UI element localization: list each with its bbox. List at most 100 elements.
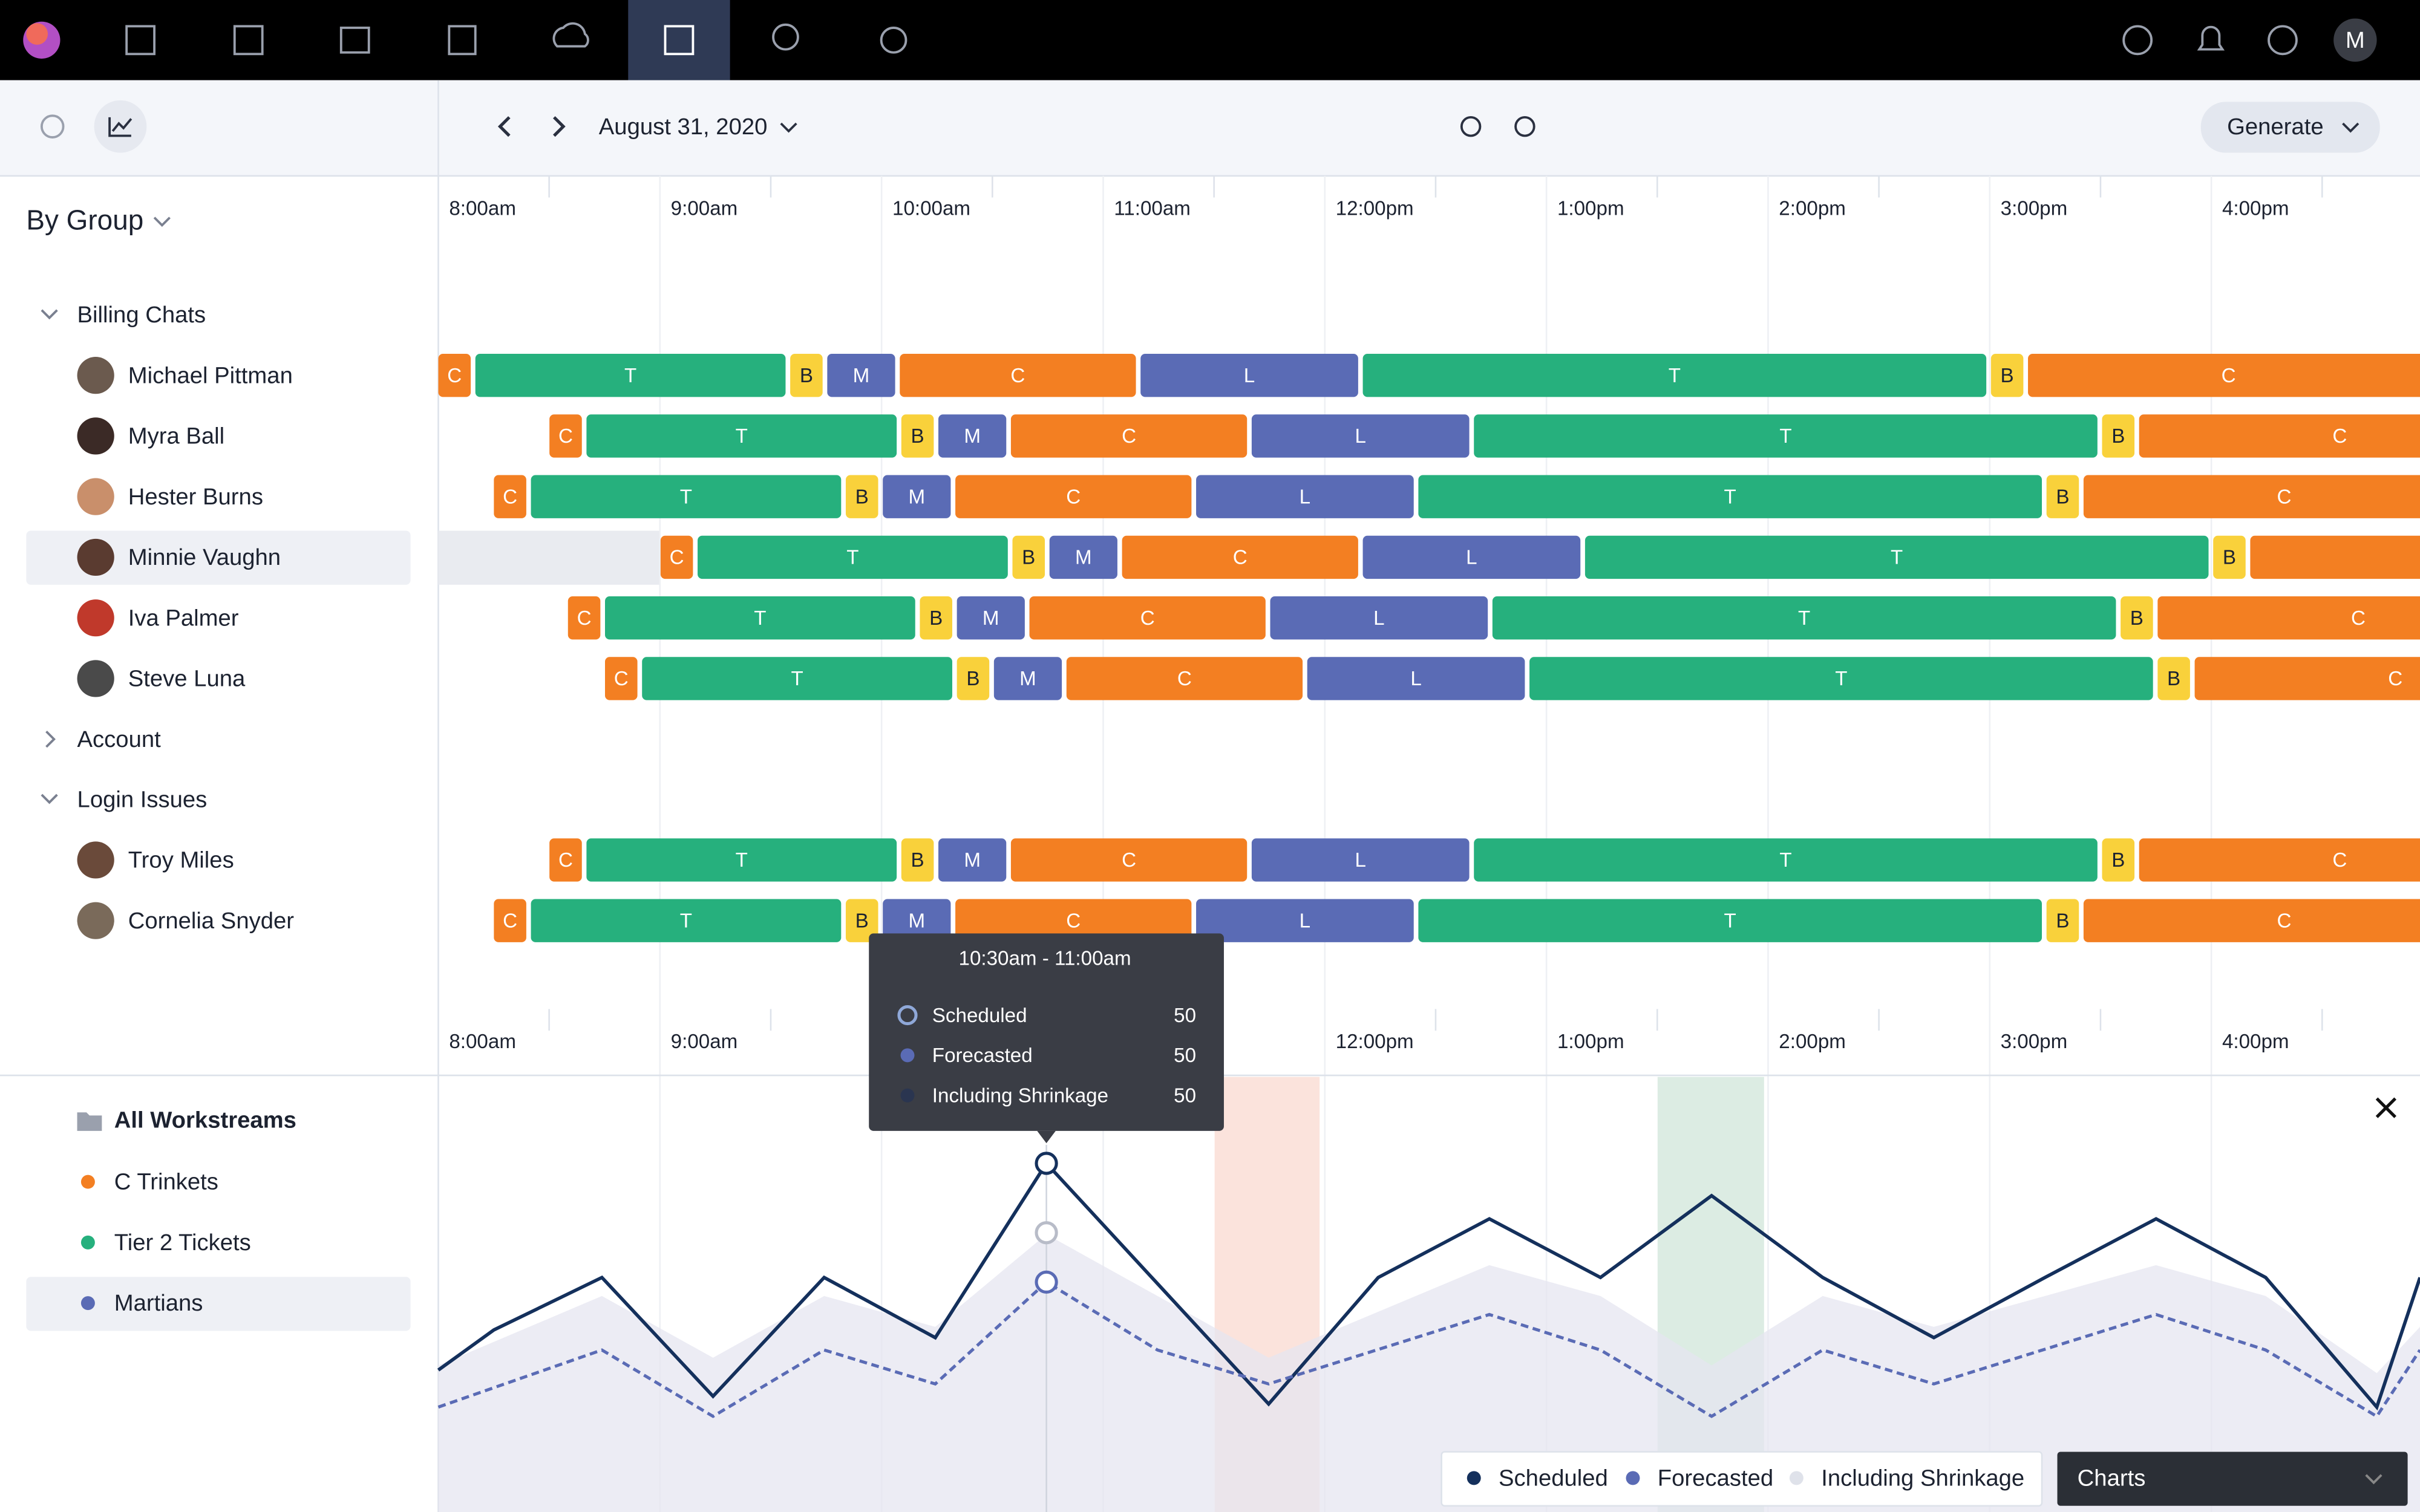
nav-settings[interactable] <box>880 27 908 54</box>
shrinkage-point[interactable] <box>1035 1221 1058 1245</box>
avatar-button[interactable] <box>2333 18 2377 62</box>
shift-block[interactable] <box>2213 535 2246 579</box>
zoom-in[interactable] <box>1514 116 1535 137</box>
zoom-out[interactable] <box>1460 116 1482 137</box>
shift-block[interactable] <box>1474 414 2098 458</box>
shift-block[interactable] <box>1049 535 1117 579</box>
nav-bell[interactable] <box>2197 25 2225 51</box>
person-name[interactable]: Michael Pittman <box>128 362 293 388</box>
shift-block[interactable] <box>1362 535 1581 579</box>
group-name[interactable]: Account <box>77 726 162 752</box>
nav-help[interactable] <box>2268 25 2298 56</box>
shift-block[interactable] <box>957 596 1025 640</box>
shift-block[interactable] <box>2157 657 2190 700</box>
person-name[interactable]: Minnie Vaughn <box>128 544 281 570</box>
workstreams-title[interactable]: All Workstreams <box>114 1107 296 1133</box>
shift-block[interactable] <box>567 596 601 640</box>
shift-block[interactable] <box>1010 838 1248 882</box>
shift-block[interactable] <box>438 353 471 397</box>
shift-block[interactable] <box>845 899 878 942</box>
workstream-name[interactable]: Martians <box>114 1290 203 1316</box>
shift-block[interactable] <box>1362 353 1987 397</box>
shift-block[interactable] <box>2028 353 2420 397</box>
nav-files[interactable] <box>339 27 370 54</box>
shift-block[interactable] <box>993 657 1062 700</box>
shift-block[interactable] <box>586 414 897 458</box>
shift-block[interactable] <box>955 475 1192 518</box>
group-toggle[interactable] <box>41 309 58 320</box>
next-day[interactable] <box>553 116 566 137</box>
shift-block[interactable] <box>2121 596 2153 640</box>
person-name[interactable]: Troy Miles <box>128 847 234 873</box>
shift-block[interactable] <box>790 353 823 397</box>
shift-block[interactable] <box>605 596 915 640</box>
nav-reports[interactable] <box>233 25 264 56</box>
shift-block[interactable] <box>1474 838 2098 882</box>
shift-block[interactable] <box>883 475 951 518</box>
shift-block[interactable] <box>494 475 526 518</box>
shift-block[interactable] <box>901 838 934 882</box>
shift-block[interactable] <box>1251 414 1470 458</box>
shift-block[interactable] <box>2250 535 2420 579</box>
shift-block[interactable] <box>1492 596 2116 640</box>
shift-block[interactable] <box>1196 475 1414 518</box>
shift-block[interactable] <box>1122 535 1358 579</box>
shift-block[interactable] <box>1140 353 1358 397</box>
shift-block[interactable] <box>2102 838 2135 882</box>
person-name[interactable]: Steve Luna <box>128 666 246 692</box>
shift-block[interactable] <box>883 899 951 942</box>
group-toggle[interactable] <box>41 793 58 804</box>
person-name[interactable]: Cornelia Snyder <box>128 908 295 934</box>
shift-block[interactable] <box>2157 596 2420 640</box>
nav-weather[interactable] <box>552 22 589 48</box>
shift-block[interactable] <box>938 838 1007 882</box>
shift-block[interactable] <box>955 899 1192 942</box>
shift-block[interactable] <box>900 353 1136 397</box>
group-name[interactable]: Billing Chats <box>77 302 206 328</box>
shift-block[interactable] <box>475 353 786 397</box>
nav-globe[interactable] <box>2122 25 2153 56</box>
date-picker[interactable]: August 31, 2020 <box>599 114 768 140</box>
nav-dashboard[interactable] <box>125 25 156 56</box>
legend-label[interactable]: Including Shrinkage <box>1821 1465 2024 1491</box>
shift-block[interactable] <box>1418 899 2042 942</box>
shift-block[interactable] <box>531 475 842 518</box>
shift-block[interactable] <box>642 657 952 700</box>
shift-block[interactable] <box>549 838 582 882</box>
shift-block[interactable] <box>2194 657 2420 700</box>
nav-calendar[interactable] <box>664 25 695 56</box>
person-name[interactable]: Iva Palmer <box>128 605 239 631</box>
shift-block[interactable] <box>1251 838 1470 882</box>
shift-block[interactable] <box>2139 414 2420 458</box>
nav-people[interactable] <box>772 23 799 51</box>
shift-block[interactable] <box>1010 414 1248 458</box>
shift-block[interactable] <box>938 414 1007 458</box>
shift-block[interactable] <box>1012 535 1045 579</box>
shift-block[interactable] <box>920 596 952 640</box>
shift-block[interactable] <box>845 475 878 518</box>
shift-block[interactable] <box>549 414 582 458</box>
shift-block[interactable] <box>2046 475 2079 518</box>
group-name[interactable]: Login Issues <box>77 786 208 812</box>
shift-block[interactable] <box>1418 475 2042 518</box>
group-toggle[interactable] <box>45 731 56 748</box>
shift-block[interactable] <box>1029 596 1266 640</box>
shift-block[interactable] <box>586 838 897 882</box>
forecasted-point[interactable] <box>1035 1270 1058 1294</box>
shift-block[interactable] <box>1584 535 2209 579</box>
shift-block[interactable] <box>827 353 895 397</box>
legend-label[interactable]: Forecasted <box>1658 1465 1773 1491</box>
shift-block[interactable] <box>698 535 1008 579</box>
shift-block[interactable] <box>605 657 638 700</box>
shift-block[interactable] <box>1066 657 1303 700</box>
shift-block[interactable] <box>1529 657 2153 700</box>
view-select[interactable] <box>2057 1452 2408 1506</box>
shift-block[interactable] <box>1307 657 1525 700</box>
toolbar-view-toggle[interactable] <box>40 114 65 138</box>
shift-block[interactable] <box>957 657 990 700</box>
workstream-name[interactable]: Tier 2 Tickets <box>114 1230 251 1256</box>
person-name[interactable]: Hester Burns <box>128 484 263 510</box>
nav-contacts[interactable] <box>448 25 477 56</box>
scheduled-point[interactable] <box>1035 1152 1058 1175</box>
group-by-select[interactable]: By Group <box>26 204 143 235</box>
